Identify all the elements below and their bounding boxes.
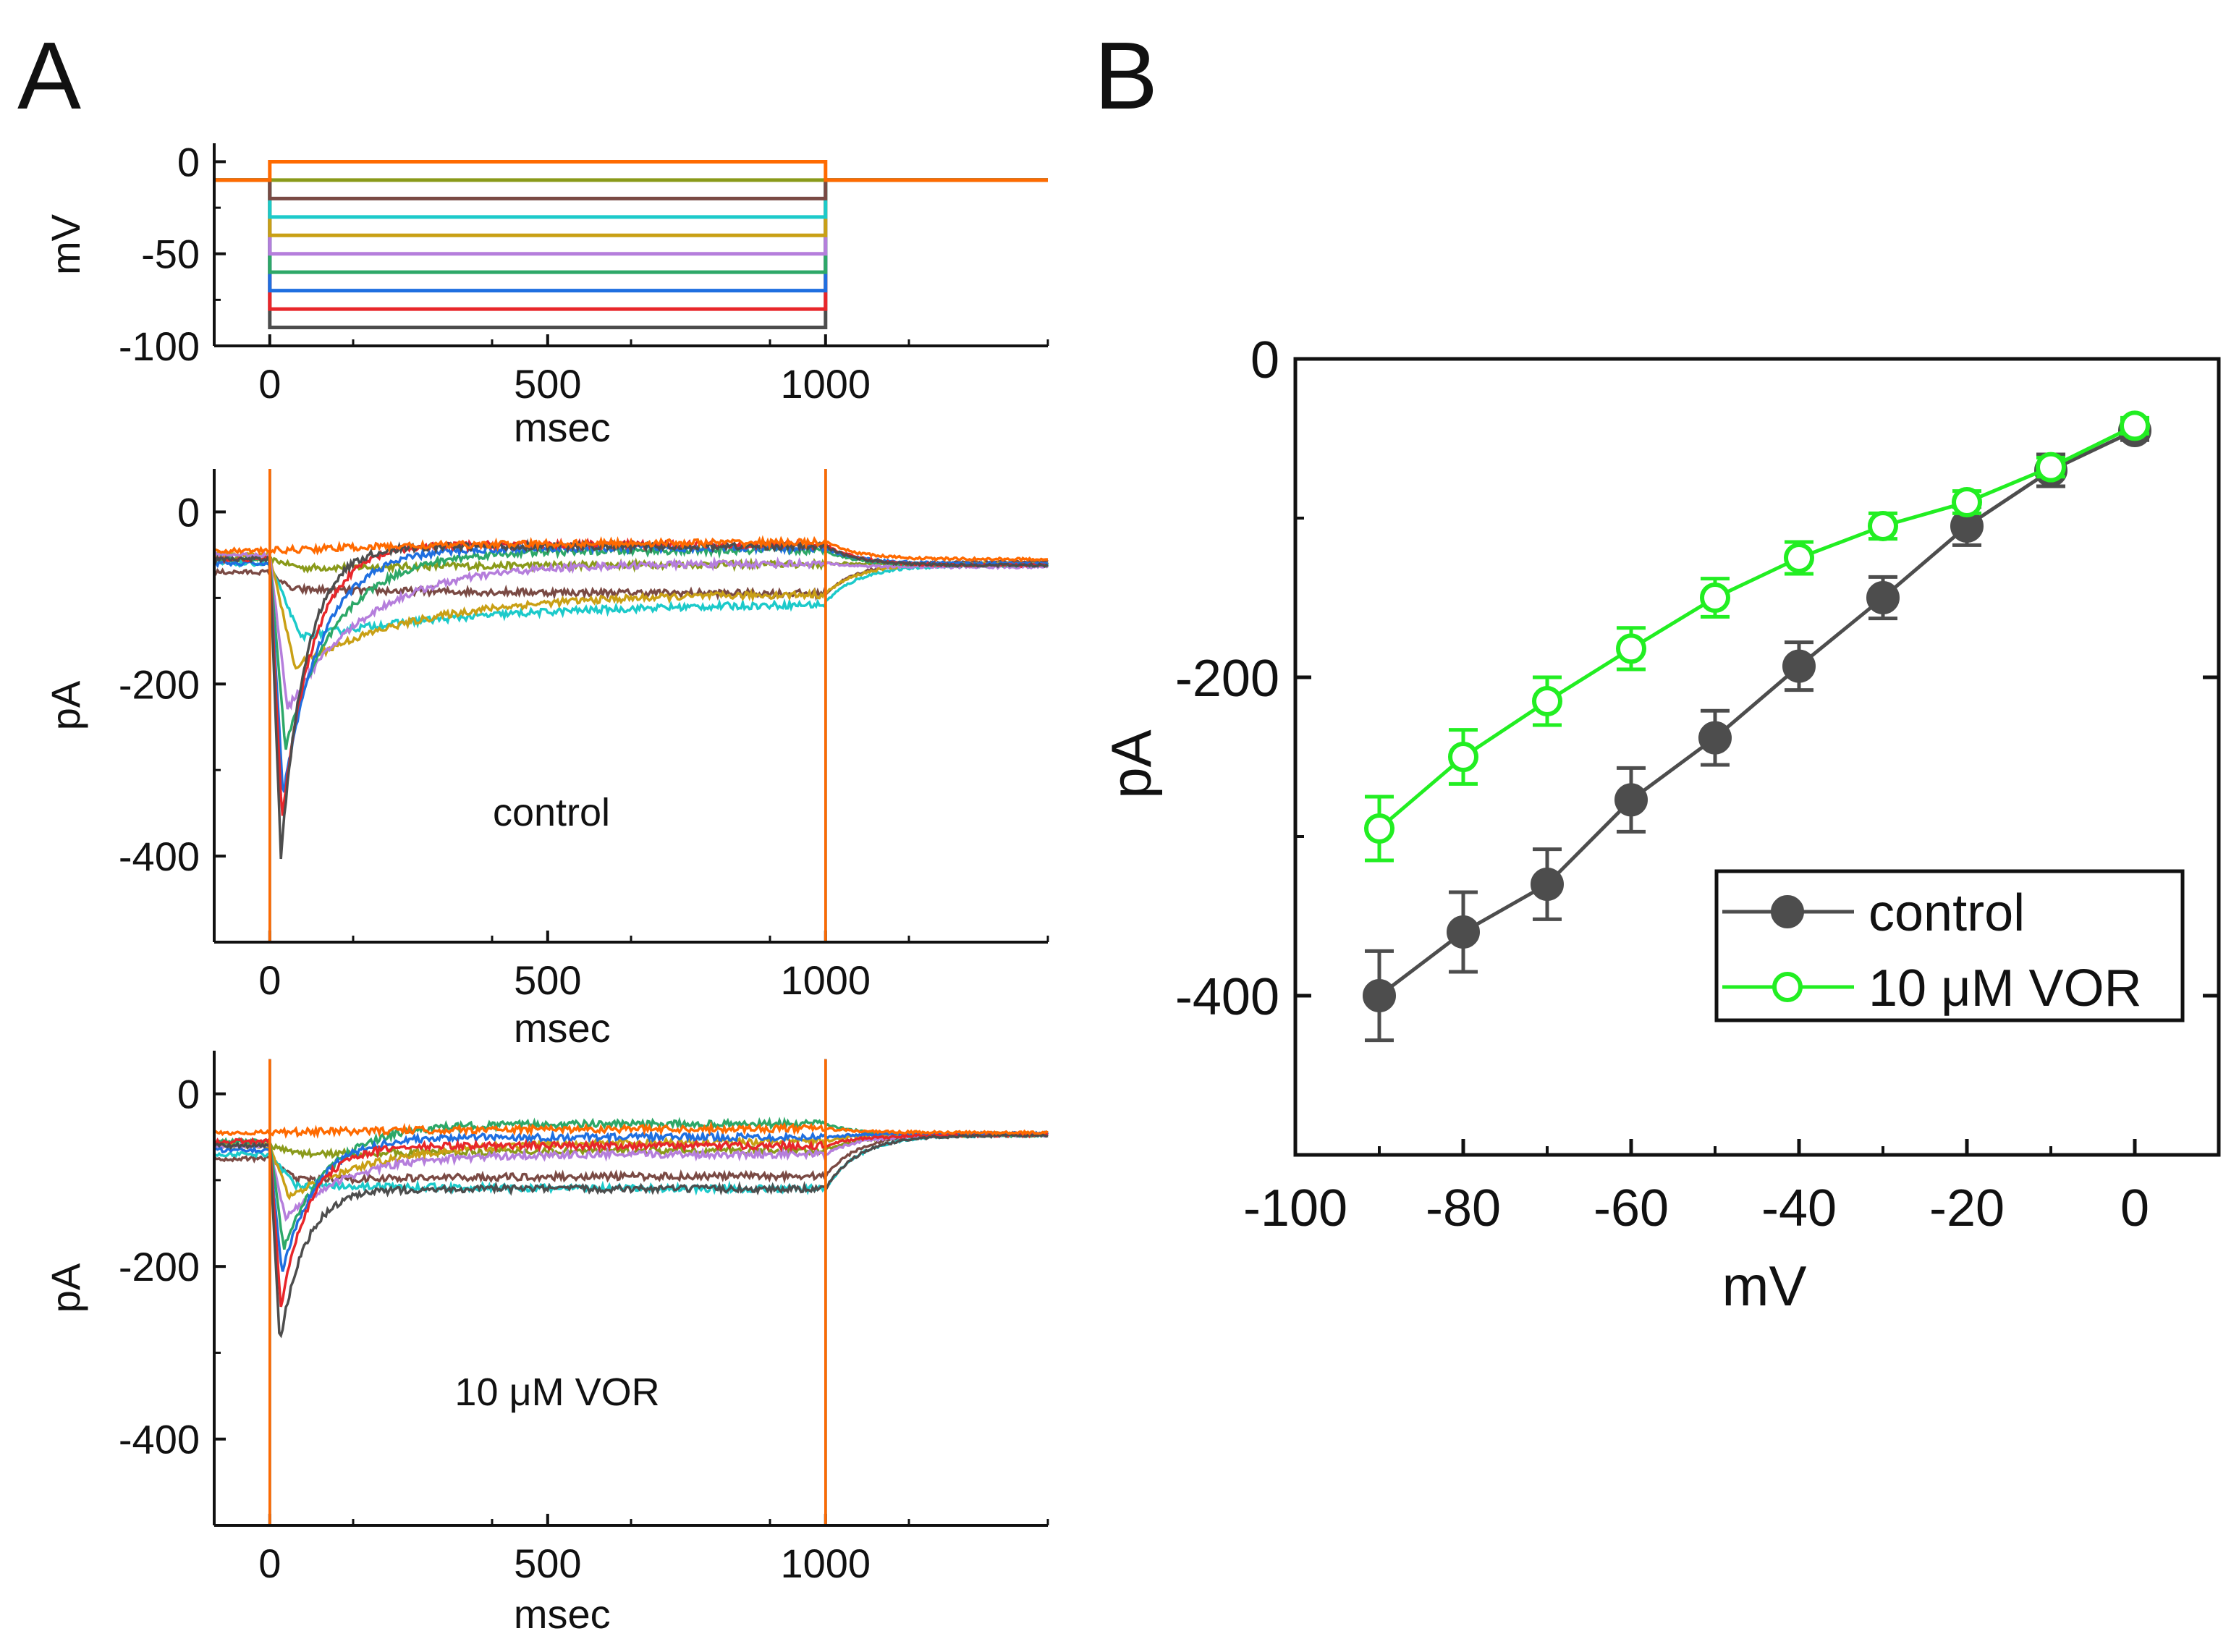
- iv-y-tick-label: -200: [1175, 650, 1279, 708]
- iv-legend-label: control: [1868, 884, 2025, 942]
- vor-y-tick-label: -400: [119, 1417, 200, 1462]
- control-condition-label: control: [493, 791, 610, 834]
- voltage-step-trace: [216, 159, 1048, 182]
- iv-series-0: [1363, 414, 2151, 1043]
- protocol-y-tick-label: -100: [119, 323, 200, 369]
- current-trace: [216, 535, 1049, 563]
- control-y-tick-label: -200: [119, 661, 200, 707]
- protocol-x-tick-label: 500: [514, 361, 581, 407]
- iv-x-tick-label: -20: [1929, 1179, 2005, 1237]
- vor-y-tick-label: -200: [119, 1244, 200, 1289]
- voltage-step-trace: [216, 178, 1048, 200]
- filled-circle-marker-icon: [1614, 783, 1648, 817]
- iv-legend-label: 10 μM VOR: [1868, 960, 2142, 1017]
- iv-x-tick-label: -80: [1426, 1179, 1501, 1237]
- open-circle-marker-icon: [1952, 487, 1982, 517]
- open-circle-marker-icon: [1532, 686, 1562, 716]
- control-y-tick-label: 0: [177, 489, 200, 535]
- panel-letter-b: B: [1094, 22, 1158, 129]
- open-circle-marker-icon: [2120, 410, 2150, 441]
- vor-x-tick-label: 1000: [781, 1541, 871, 1586]
- control-plot-area: [216, 469, 1049, 941]
- open-circle-marker-icon: [1772, 972, 1803, 1002]
- control-current-chart: 0 500 1000 0 -200 -400 msec pA control: [43, 469, 1049, 1051]
- voltage-protocol-chart: 0 500 1000 0 -50 -100 msec mV: [43, 139, 1049, 450]
- panel-letter-a: A: [17, 22, 81, 129]
- voltage-step-trace: [216, 178, 1048, 274]
- current-trace: [216, 1132, 1049, 1308]
- vor-condition-label: 10 μM VOR: [454, 1371, 659, 1414]
- iv-curve-chart: -100 -80 -60 -40 -20 00-200-400mVpAcontrol10 …: [1099, 331, 2221, 1318]
- vor-x-axis-label: msec: [514, 1591, 611, 1637]
- iv-y-axis-label: pA: [1099, 729, 1163, 798]
- current-trace: [216, 1132, 1049, 1339]
- control-x-tick-label: 0: [258, 957, 281, 1003]
- iv-series-line: [1378, 424, 2136, 830]
- filled-circle-marker-icon: [1447, 915, 1480, 949]
- protocol-y-tick-label: -50: [141, 232, 200, 277]
- control-y-axis-label: pA: [43, 680, 88, 730]
- iv-y-tick-label: 0: [1250, 331, 1279, 389]
- filled-circle-marker-icon: [1363, 979, 1396, 1012]
- iv-series-1: [1364, 410, 2150, 863]
- open-circle-marker-icon: [2036, 452, 2066, 483]
- current-trace: [216, 1120, 1049, 1139]
- vor-y-axis-label: pA: [43, 1263, 88, 1313]
- iv-x-tick-label: -60: [1593, 1179, 1669, 1237]
- protocol-x-axis-label: msec: [514, 404, 611, 450]
- open-circle-marker-icon: [1616, 633, 1646, 664]
- control-y-tick-label: -400: [119, 834, 200, 879]
- vor-x-tick-label: 0: [258, 1541, 281, 1586]
- iv-x-tick-label: -40: [1761, 1179, 1837, 1237]
- iv-series-line: [1378, 428, 2136, 997]
- protocol-plot-area: [216, 159, 1048, 330]
- vor-x-tick-label: 500: [514, 1541, 581, 1586]
- current-trace: [216, 537, 1049, 816]
- open-circle-marker-icon: [1700, 583, 1730, 613]
- current-trace: [216, 559, 1049, 643]
- vor-y-tick-label: 0: [177, 1072, 200, 1117]
- protocol-x-tick-label: 1000: [781, 361, 871, 407]
- vor-current-chart: 0 500 1000 0 -200 -400 msec pA 10 μM VOR: [43, 1051, 1049, 1637]
- iv-legend: control 10 μM VOR: [1714, 869, 2185, 1022]
- open-circle-marker-icon: [1868, 511, 1898, 541]
- iv-plot-frame: [1293, 357, 2221, 1157]
- filled-circle-marker-icon: [1782, 649, 1816, 683]
- iv-x-tick-label: 0: [2120, 1179, 2149, 1237]
- current-trace: [216, 538, 1049, 860]
- filled-circle-marker-icon: [1531, 868, 1564, 901]
- filled-circle-marker-icon: [1698, 721, 1732, 755]
- protocol-x-tick-label: 0: [258, 361, 281, 407]
- control-x-tick-label: 1000: [781, 957, 871, 1003]
- open-circle-marker-icon: [1784, 543, 1814, 573]
- iv-x-tick-label: -100: [1243, 1179, 1347, 1237]
- voltage-step-trace: [216, 178, 1048, 237]
- current-trace: [216, 541, 1049, 793]
- iv-y-tick-label: -400: [1175, 968, 1279, 1026]
- current-trace: [216, 550, 1049, 711]
- protocol-y-axis-label: mV: [43, 213, 88, 275]
- filled-circle-marker-icon: [1771, 895, 1804, 928]
- iv-x-axis-label: mV: [1722, 1254, 1807, 1318]
- protocol-y-tick-label: 0: [177, 139, 200, 185]
- open-circle-marker-icon: [1448, 742, 1478, 772]
- filled-circle-marker-icon: [1866, 581, 1900, 614]
- control-x-axis-label: msec: [514, 1005, 611, 1051]
- control-x-tick-label: 500: [514, 957, 581, 1003]
- vor-plot-area: [216, 1059, 1049, 1524]
- open-circle-marker-icon: [1364, 813, 1394, 844]
